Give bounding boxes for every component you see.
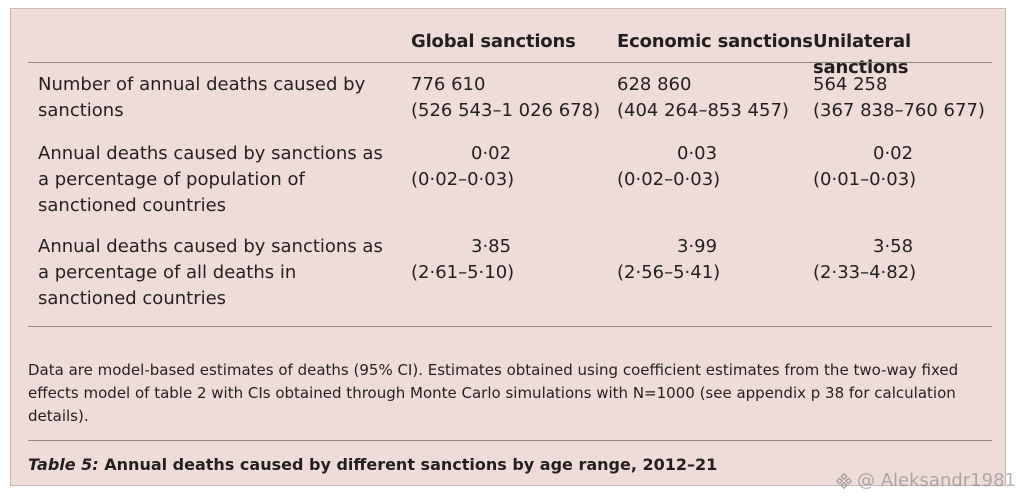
cell-r3-unilateral: 3·58 (2·33–4·82) bbox=[813, 234, 1003, 286]
confidence-interval: (367 838–760 677) bbox=[813, 100, 985, 121]
cell-r1-global: 776 610 (526 543–1 026 678) bbox=[411, 72, 611, 124]
table-panel: Global sanctions Economic sanctions Unil… bbox=[10, 8, 1006, 486]
cell-r2-global: 0·02 (0·02–0·03) bbox=[411, 141, 611, 193]
confidence-interval: (0·02–0·03) bbox=[411, 169, 515, 190]
caption-text: Annual deaths caused by different sancti… bbox=[98, 455, 718, 474]
cell-r2-unilateral: 0·02 (0·01–0·03) bbox=[813, 141, 1003, 193]
header-rule bbox=[28, 62, 992, 63]
point-estimate: 3·58 bbox=[873, 236, 914, 257]
confidence-interval: (526 543–1 026 678) bbox=[411, 100, 601, 121]
cell-r1-unilateral: 564 258 (367 838–760 677) bbox=[813, 72, 1003, 124]
table-caption: Table 5: Annual deaths caused by differe… bbox=[28, 453, 788, 477]
column-header-economic: Economic sanctions bbox=[617, 31, 813, 52]
row-label-deaths: Number of annual deaths caused by sancti… bbox=[38, 74, 366, 121]
caption-label: Table 5: bbox=[28, 455, 99, 474]
confidence-interval: (404 264–853 457) bbox=[617, 100, 789, 121]
cell-r3-economic: 3·99 (2·56–5·41) bbox=[617, 234, 813, 286]
watermark-text: @ Aleksandr1981 bbox=[857, 470, 1016, 491]
point-estimate: 3·99 bbox=[677, 236, 718, 257]
diamond-logo-icon bbox=[835, 472, 853, 489]
column-header-global: Global sanctions bbox=[411, 31, 576, 52]
point-estimate: 0·02 bbox=[873, 143, 914, 164]
point-estimate: 3·85 bbox=[471, 236, 512, 257]
point-estimate: 776 610 bbox=[411, 74, 486, 95]
cell-r1-economic: 628 860 (404 264–853 457) bbox=[617, 72, 813, 124]
cell-r3-global: 3·85 (2·61–5·10) bbox=[411, 234, 611, 286]
confidence-interval: (2·61–5·10) bbox=[411, 262, 515, 283]
watermark: @ Aleksandr1981 bbox=[835, 470, 1016, 491]
cell-r2-economic: 0·03 (0·02–0·03) bbox=[617, 141, 813, 193]
caption-rule bbox=[28, 440, 992, 441]
confidence-interval: (2·33–4·82) bbox=[813, 262, 917, 283]
point-estimate: 0·03 bbox=[677, 143, 718, 164]
table-footnote: Data are model-based estimates of deaths… bbox=[28, 361, 959, 425]
confidence-interval: (2·56–5·41) bbox=[617, 262, 721, 283]
body-rule bbox=[28, 326, 992, 327]
row-label-pct-deaths: Annual deaths caused by sanctions as a p… bbox=[38, 236, 383, 309]
point-estimate: 564 258 bbox=[813, 74, 888, 95]
confidence-interval: (0·01–0·03) bbox=[813, 169, 917, 190]
row-label-pct-population: Annual deaths caused by sanctions as a p… bbox=[38, 143, 383, 216]
confidence-interval: (0·02–0·03) bbox=[617, 169, 721, 190]
point-estimate: 0·02 bbox=[471, 143, 512, 164]
point-estimate: 628 860 bbox=[617, 74, 692, 95]
